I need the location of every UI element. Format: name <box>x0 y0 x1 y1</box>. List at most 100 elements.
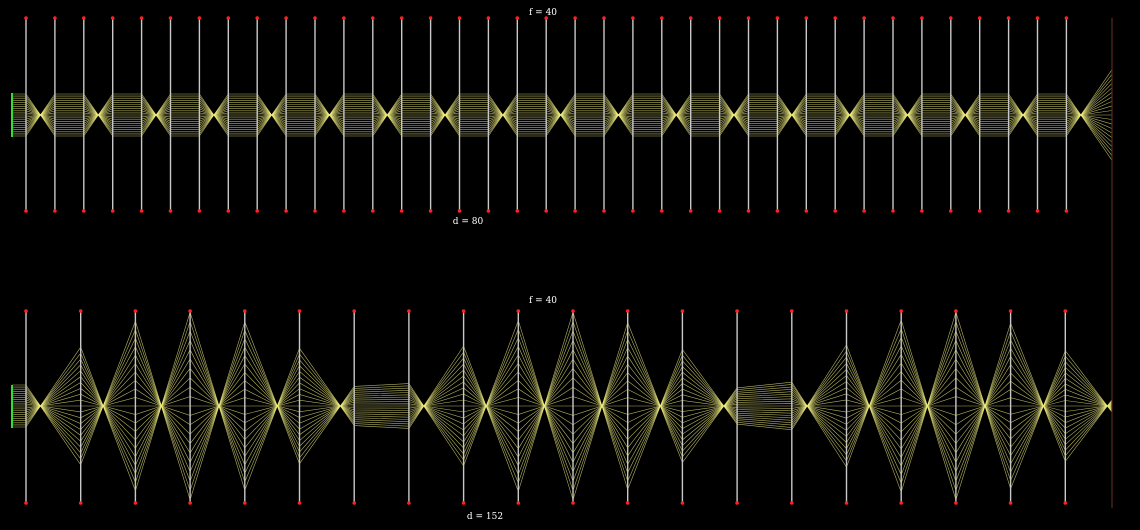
lens-top-marker <box>188 309 192 313</box>
lens-top-marker <box>775 16 780 20</box>
lens-bottom-marker <box>891 209 895 213</box>
lens-bottom-marker <box>1064 209 1069 213</box>
lens-top-marker <box>1064 16 1069 20</box>
lens-bottom-marker <box>660 209 664 213</box>
lens-bottom-marker <box>168 209 173 213</box>
lens-bottom-marker <box>573 209 577 213</box>
lens-bottom-marker <box>461 501 466 505</box>
lens-bottom-marker <box>717 209 722 213</box>
lens-bottom-marker <box>833 209 837 213</box>
lens-bottom-marker <box>313 209 317 213</box>
lens-top-marker <box>457 16 462 20</box>
lens-top-marker <box>313 16 317 20</box>
lens-bottom-marker <box>688 209 693 213</box>
lens-top-marker <box>1035 16 1040 20</box>
ray <box>12 396 1113 415</box>
lens-top-marker <box>954 309 958 313</box>
lens-bottom-marker <box>82 209 86 213</box>
lens-bottom-marker <box>544 209 548 213</box>
lens-top-marker <box>833 16 837 20</box>
top-focal-length-label: f = 40 <box>529 8 557 18</box>
lens-top-marker <box>461 309 466 313</box>
lens-bottom-marker <box>428 209 433 213</box>
lens-top-marker <box>688 16 693 20</box>
lens-bottom-marker <box>284 209 288 213</box>
bottom-panel: f = 40 d = 152 <box>11 296 1113 522</box>
lens-top-marker <box>977 16 982 20</box>
lens-top-marker <box>371 16 375 20</box>
lens-bottom-marker <box>515 209 520 213</box>
lens-top-marker <box>82 16 86 20</box>
ray <box>12 388 1113 426</box>
lens-top-marker <box>352 309 357 313</box>
lens-top-marker <box>407 309 411 313</box>
top-spacing-label: d = 80 <box>453 217 484 227</box>
lens-bottom-marker <box>625 501 630 505</box>
top-lens-array <box>24 16 1069 213</box>
lens-bottom-marker <box>899 501 903 505</box>
lens-bottom-marker <box>243 501 247 505</box>
lens-top-marker <box>486 16 491 20</box>
lens-top-marker <box>110 16 115 20</box>
lens-top-marker <box>1006 16 1011 20</box>
lens-top-marker <box>862 16 866 20</box>
lens-top-marker <box>297 309 302 313</box>
lens-bottom-marker <box>977 209 982 213</box>
lens-top-marker <box>631 16 635 20</box>
lens-bottom-marker <box>804 209 809 213</box>
lens-top-marker <box>284 16 288 20</box>
lens-top-marker <box>804 16 809 20</box>
lens-top-marker <box>949 16 953 20</box>
lens-bottom-marker <box>790 501 794 505</box>
lens-bottom-marker <box>139 209 144 213</box>
lens-bottom-marker <box>53 209 57 213</box>
lens-top-marker <box>746 16 751 20</box>
lens-top-marker <box>78 309 83 313</box>
lens-bottom-marker <box>746 209 751 213</box>
lens-top-marker <box>515 16 520 20</box>
lens-bottom-marker <box>399 209 404 213</box>
lens-bottom-marker <box>954 501 958 505</box>
lens-top-marker <box>660 16 664 20</box>
lens-top-marker <box>133 309 138 313</box>
lens-top-marker <box>573 16 577 20</box>
lens-bottom-marker <box>188 501 192 505</box>
lens-top-marker <box>571 309 575 313</box>
lens-top-marker <box>844 309 849 313</box>
lens-bottom-marker <box>24 501 28 505</box>
lens-bottom-marker <box>602 209 606 213</box>
lens-top-marker <box>226 16 231 20</box>
lens-top-marker <box>899 309 903 313</box>
lens-top-marker <box>735 309 739 313</box>
ray <box>12 379 1113 435</box>
lens-top-marker <box>602 16 606 20</box>
lens-bottom-marker <box>920 209 924 213</box>
lens-top-marker <box>891 16 895 20</box>
lens-bottom-marker <box>775 209 780 213</box>
lens-bottom-marker <box>1063 501 1068 505</box>
lens-bottom-marker <box>680 501 685 505</box>
lens-top-marker <box>717 16 722 20</box>
lens-bottom-marker <box>297 501 302 505</box>
lens-bottom-marker <box>1008 501 1013 505</box>
lens-bottom-marker <box>631 209 635 213</box>
lens-top-marker <box>342 16 346 20</box>
lens-top-marker <box>139 16 144 20</box>
lens-bottom-marker <box>197 209 202 213</box>
lens-bottom-marker <box>226 209 231 213</box>
lens-top-marker <box>544 16 548 20</box>
lens-bottom-marker <box>255 209 259 213</box>
lens-bottom-marker <box>457 209 462 213</box>
lens-bottom-marker <box>516 501 521 505</box>
lens-top-marker <box>428 16 433 20</box>
bottom-spacing-label: d = 152 <box>467 512 503 522</box>
lens-top-marker <box>53 16 57 20</box>
lens-bottom-marker <box>407 501 411 505</box>
lens-top-marker <box>1008 309 1013 313</box>
lens-top-marker <box>197 16 202 20</box>
lens-bottom-marker <box>862 209 866 213</box>
lens-bottom-marker <box>78 501 83 505</box>
lens-bottom-marker <box>133 501 138 505</box>
bottom-focal-length-label: f = 40 <box>529 296 557 306</box>
